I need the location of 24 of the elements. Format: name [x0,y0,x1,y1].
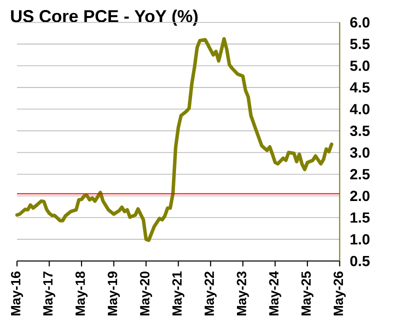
x-tick-label: May-18 [76,271,88,316]
x-tick-label: May-20 [140,272,152,316]
x-tick-label: May-22 [204,272,217,316]
y-tick-label: 4.5 [350,82,370,93]
y-tick-label: 3.5 [350,126,370,136]
y-tick-label: 2.5 [350,169,370,180]
y-tick-label: 0.5 [350,256,370,266]
y-tick-label: 1.5 [350,212,370,223]
y-tick-label: 1.0 [350,234,370,244]
y-tick-label: 4.0 [350,104,370,114]
y-tick-label: 2.0 [350,190,370,202]
x-tick-label: May-16 [10,272,24,316]
y-tick-label: 3.0 [350,147,370,158]
chart-title: US Core PCE - YoY (%) [11,10,198,26]
x-tick-label: May-19 [108,272,120,316]
y-tick-label: 5.5 [350,38,370,50]
x-tick-label: May-26 [334,272,346,316]
x-tick-label: May-21 [172,271,184,316]
x-tick-label: May-23 [236,272,249,316]
x-tick-label: May-24 [269,271,282,316]
x-tick-label: May-17 [43,272,56,316]
y-tick-label: 5.0 [350,60,370,71]
x-tick-label: May-25 [301,271,314,316]
y-tick-label: 6.0 [350,17,370,28]
